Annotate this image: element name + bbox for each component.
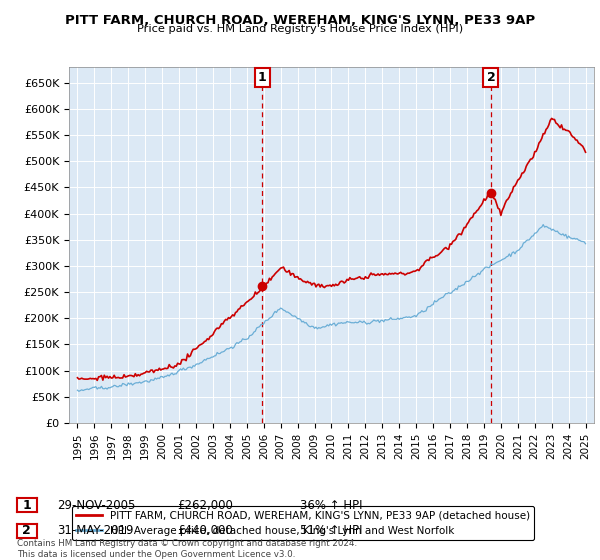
Text: 2: 2 <box>22 524 31 538</box>
Legend: PITT FARM, CHURCH ROAD, WEREHAM, KING'S LYNN, PE33 9AP (detached house), HPI: Av: PITT FARM, CHURCH ROAD, WEREHAM, KING'S … <box>71 506 535 540</box>
Text: 31-MAY-2019: 31-MAY-2019 <box>57 524 133 538</box>
Text: 51% ↑ HPI: 51% ↑ HPI <box>300 524 362 538</box>
Text: 2: 2 <box>487 71 496 85</box>
Text: £262,000: £262,000 <box>177 498 233 512</box>
Text: 36% ↑ HPI: 36% ↑ HPI <box>300 498 362 512</box>
Text: 29-NOV-2005: 29-NOV-2005 <box>57 498 136 512</box>
Text: Contains HM Land Registry data © Crown copyright and database right 2024.
This d: Contains HM Land Registry data © Crown c… <box>17 539 357 559</box>
Text: Price paid vs. HM Land Registry's House Price Index (HPI): Price paid vs. HM Land Registry's House … <box>137 24 463 34</box>
Text: 1: 1 <box>258 71 267 85</box>
Text: 1: 1 <box>22 498 31 512</box>
Text: £440,000: £440,000 <box>177 524 233 538</box>
Text: PITT FARM, CHURCH ROAD, WEREHAM, KING'S LYNN, PE33 9AP: PITT FARM, CHURCH ROAD, WEREHAM, KING'S … <box>65 14 535 27</box>
